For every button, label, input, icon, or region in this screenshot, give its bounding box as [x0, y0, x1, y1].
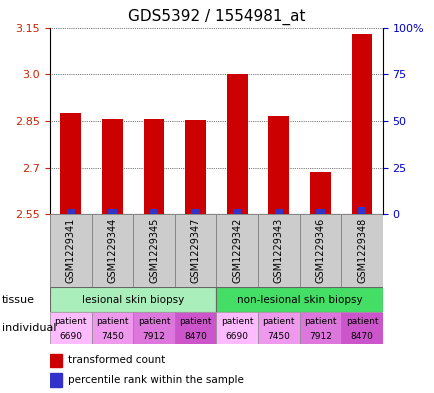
Bar	[133, 312, 174, 344]
Text: tissue: tissue	[2, 295, 35, 305]
Text: patient: patient	[96, 318, 128, 326]
Text: percentile rank within the sample: percentile rank within the sample	[68, 375, 243, 385]
Text: GSM1229344: GSM1229344	[107, 218, 117, 283]
Text: GSM1229347: GSM1229347	[190, 218, 200, 283]
Bar	[50, 354, 62, 367]
Text: patient: patient	[303, 318, 336, 326]
Text: patient: patient	[179, 318, 211, 326]
Text: patient: patient	[138, 318, 170, 326]
Bar	[174, 312, 216, 344]
Bar	[133, 214, 174, 287]
Bar	[50, 287, 216, 312]
Bar	[299, 312, 340, 344]
Text: GSM1229343: GSM1229343	[273, 218, 283, 283]
Text: 7912: 7912	[142, 332, 165, 340]
Text: GSM1229346: GSM1229346	[315, 218, 325, 283]
Bar	[274, 209, 283, 214]
Text: GSM1229341: GSM1229341	[66, 218, 76, 283]
Bar	[143, 119, 164, 214]
Bar	[233, 209, 241, 214]
Bar	[299, 214, 340, 287]
Bar	[316, 209, 324, 214]
Bar	[257, 312, 299, 344]
Text: 7450: 7450	[267, 332, 289, 340]
Text: transformed count: transformed count	[68, 355, 165, 365]
Bar	[174, 214, 216, 287]
Bar	[185, 119, 206, 214]
Text: GSM1229348: GSM1229348	[356, 218, 366, 283]
Text: 7912: 7912	[308, 332, 331, 340]
Text: lesional skin biopsy: lesional skin biopsy	[82, 295, 184, 305]
Text: 7450: 7450	[101, 332, 124, 340]
Bar	[340, 312, 382, 344]
Bar	[102, 119, 122, 214]
Bar	[50, 214, 92, 287]
Text: non-lesional skin biopsy: non-lesional skin biopsy	[236, 295, 362, 305]
Bar	[216, 287, 382, 312]
Text: patient: patient	[220, 318, 253, 326]
Text: GSM1229342: GSM1229342	[232, 218, 242, 283]
Text: 6690: 6690	[59, 332, 82, 340]
Bar	[216, 214, 257, 287]
Bar	[50, 373, 62, 387]
Bar	[216, 312, 257, 344]
Bar	[60, 113, 81, 214]
Text: individual: individual	[2, 323, 56, 333]
Text: 6690: 6690	[225, 332, 248, 340]
Bar	[351, 34, 372, 214]
Bar	[150, 209, 158, 214]
Bar	[226, 74, 247, 214]
Text: patient: patient	[54, 318, 87, 326]
Bar	[191, 209, 199, 214]
Text: GSM1229345: GSM1229345	[149, 218, 159, 283]
Bar	[92, 312, 133, 344]
Text: patient: patient	[262, 318, 294, 326]
Text: 8470: 8470	[350, 332, 372, 340]
Bar	[309, 172, 330, 214]
Bar	[357, 207, 365, 214]
Bar	[92, 214, 133, 287]
Text: patient: patient	[345, 318, 378, 326]
Bar	[268, 116, 289, 214]
Bar	[108, 209, 116, 214]
Title: GDS5392 / 1554981_at: GDS5392 / 1554981_at	[127, 9, 305, 25]
Bar	[340, 214, 382, 287]
Text: 8470: 8470	[184, 332, 207, 340]
Bar	[50, 312, 92, 344]
Bar	[257, 214, 299, 287]
Bar	[66, 209, 75, 214]
